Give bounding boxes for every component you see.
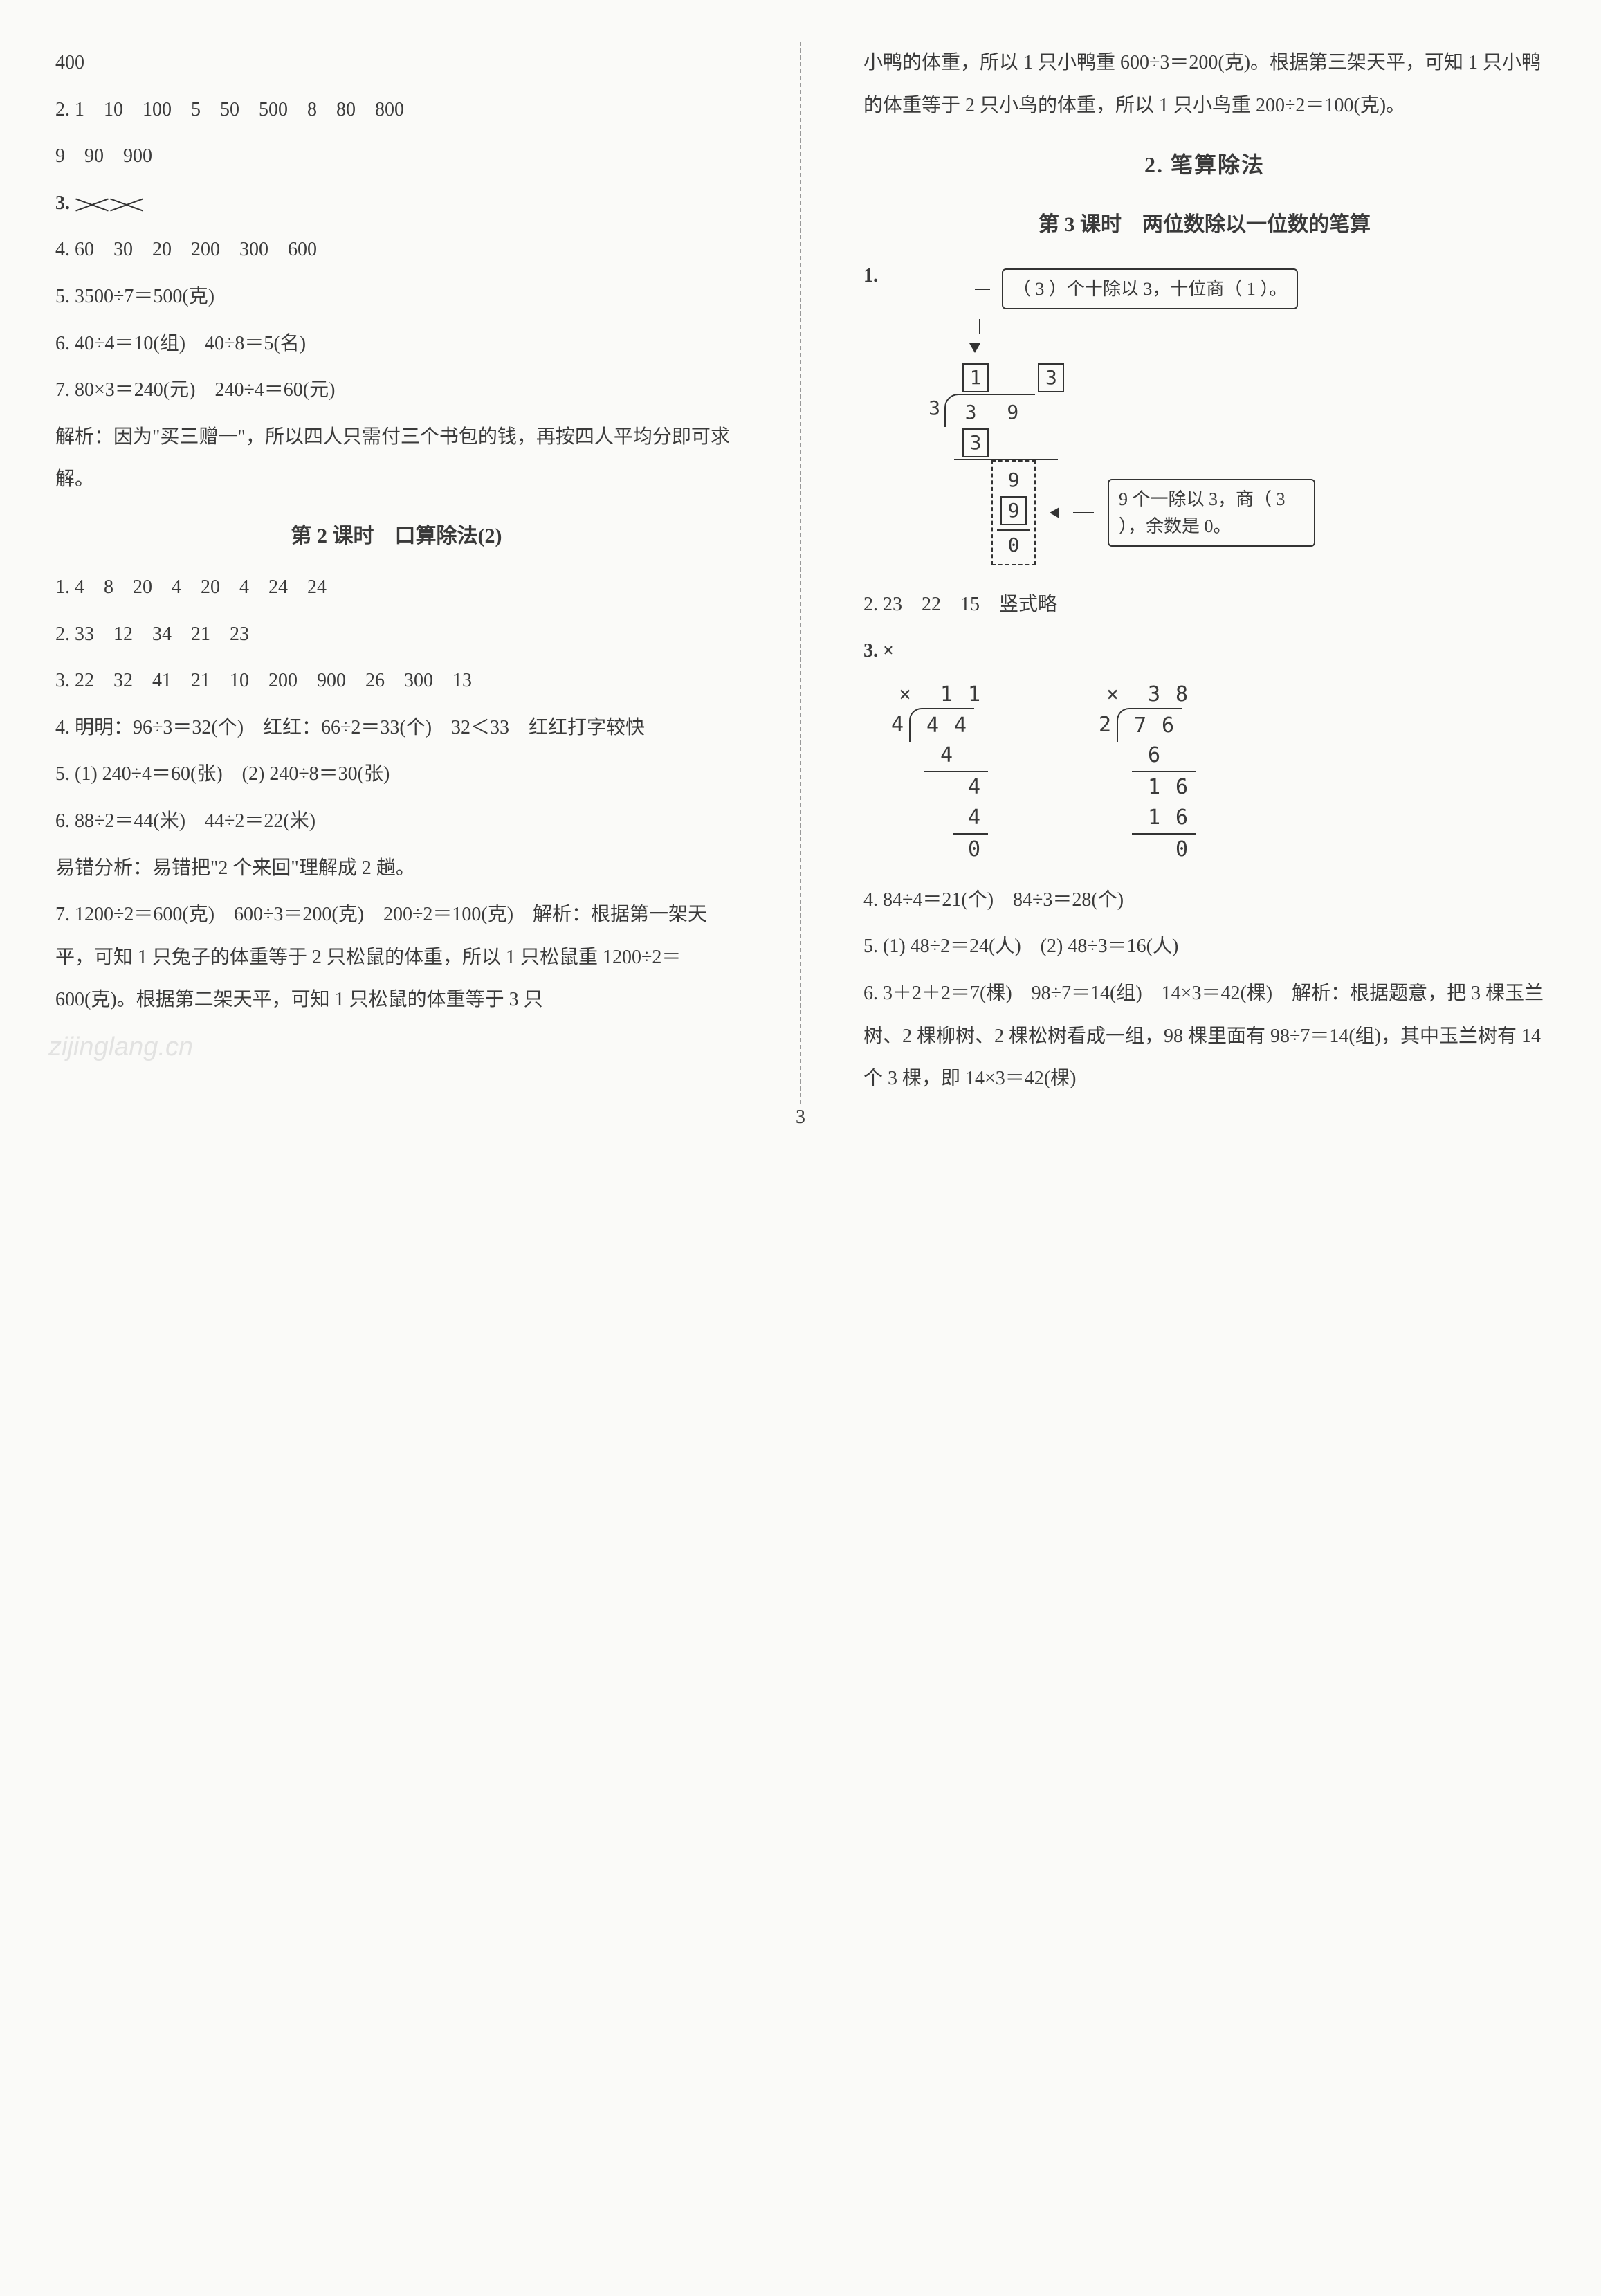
annotation-box: 9 个一除以 3，商（ 3 ），余数是 0。 bbox=[1108, 479, 1315, 547]
text-line: 3. 22 32 41 21 10 200 900 26 300 13 bbox=[55, 659, 738, 702]
text-line: 1. 4 8 20 4 20 4 24 24 bbox=[55, 566, 738, 609]
page-number: 3 bbox=[796, 1096, 805, 1139]
dividend-digit: 9 bbox=[998, 398, 1028, 427]
item-num: 3. × bbox=[863, 640, 894, 662]
item-num: 3. bbox=[55, 192, 75, 214]
left-column: 400 2. 1 10 100 5 50 500 8 80 800 9 90 9… bbox=[0, 42, 793, 1104]
arrow-down-icon bbox=[969, 343, 980, 353]
cross-icon bbox=[75, 190, 109, 218]
divisor: 2 bbox=[1099, 709, 1111, 742]
text-line: 6. 3＋2＋2＝7(棵) 98÷7＝14(组) 14×3＝42(棵) 解析：根… bbox=[863, 972, 1546, 1100]
mark: × bbox=[1099, 678, 1126, 711]
long-division-1: × 1 1 4 4 4 4 4 4 0 bbox=[891, 680, 988, 865]
annotation-box: （ 3 ）个十除以 3，十位商（ 1 ）。 bbox=[1002, 268, 1299, 309]
cross-icon bbox=[109, 190, 144, 218]
text-line: 3. bbox=[55, 182, 738, 225]
text-line: 7. 1200÷2＝600(克) 600÷3＝200(克) 200÷2＝100(… bbox=[55, 893, 738, 1021]
text-line: 2. 33 12 34 21 23 bbox=[55, 613, 738, 656]
text-line: 400 bbox=[55, 42, 738, 84]
text-line: 4. 60 30 20 200 300 600 bbox=[55, 228, 738, 271]
text-line: 解析：因为"买三赠一"，所以四人只需付三个书包的钱，再按四人平均分即可求解。 bbox=[55, 416, 738, 501]
text-line: 9 90 900 bbox=[55, 135, 738, 178]
text-line: 6. 88÷2＝44(米) 44÷2＝22(米) bbox=[55, 800, 738, 843]
divisor: 4 bbox=[891, 709, 904, 742]
lesson-heading: 第 3 课时 两位数除以一位数的笔算 bbox=[863, 202, 1546, 248]
work-digit: 9 bbox=[997, 466, 1030, 495]
text-line: 2. 1 10 100 5 50 500 8 80 800 bbox=[55, 89, 738, 131]
text-line: 2. 23 22 15 竖式略 bbox=[863, 583, 1546, 626]
digit-box: 9 bbox=[1000, 496, 1027, 525]
text-line: 7. 80×3＝240(元) 240÷4＝60(元) bbox=[55, 369, 738, 412]
work-digit: 0 bbox=[997, 531, 1030, 560]
text-line: 5. (1) 48÷2＝24(人) (2) 48÷3＝16(人) bbox=[863, 925, 1546, 968]
digit-box: 1 bbox=[962, 363, 989, 392]
digit-box: 3 bbox=[962, 428, 989, 457]
text-line: 小鸭的体重，所以 1 只小鸭重 600÷3＝200(克)。根据第三架天平，可知 … bbox=[863, 42, 1546, 127]
dividend-digit: 3 bbox=[955, 398, 986, 427]
column-divider bbox=[800, 42, 801, 1104]
watermark: zijinglang.cn bbox=[48, 1019, 193, 1077]
item-1-diagram: 1. （ 3 ）个十除以 3，十位商（ 1 ）。 1 bbox=[863, 255, 1546, 579]
section-heading: 2. 笔算除法 bbox=[863, 140, 1546, 189]
dashed-box: 9 9 0 bbox=[991, 460, 1036, 565]
digit-box: 3 bbox=[1038, 363, 1064, 392]
text-line: 易错分析：易错把"2 个来回"理解成 2 趟。 bbox=[55, 847, 738, 890]
text-line: 4. 84÷4＝21(个) 84÷3＝28(个) bbox=[863, 879, 1546, 922]
long-division-2: × 3 8 2 7 6 6 16 16 0 bbox=[1099, 680, 1196, 865]
text-line: 6. 40÷4＝10(组) 40÷8＝5(名) bbox=[55, 322, 738, 365]
item-3: 3. × bbox=[863, 630, 1546, 673]
mark: × bbox=[891, 678, 919, 711]
lesson-heading: 第 2 课时 口算除法(2) bbox=[55, 513, 738, 559]
text-line: 4. 明明：96÷3＝32(个) 红红：66÷2＝33(个) 32＜33 红红打… bbox=[55, 707, 738, 749]
arrow-left-icon bbox=[1050, 507, 1059, 518]
text-line: 5. 3500÷7＝500(克) bbox=[55, 275, 738, 318]
text-line: 5. (1) 240÷4＝60(张) (2) 240÷8＝30(张) bbox=[55, 753, 738, 796]
item-num: 1. bbox=[863, 255, 878, 298]
right-column: 小鸭的体重，所以 1 只小鸭重 600÷3＝200(克)。根据第三架天平，可知 … bbox=[808, 42, 1601, 1104]
divisor-digit: 3 bbox=[920, 394, 944, 423]
